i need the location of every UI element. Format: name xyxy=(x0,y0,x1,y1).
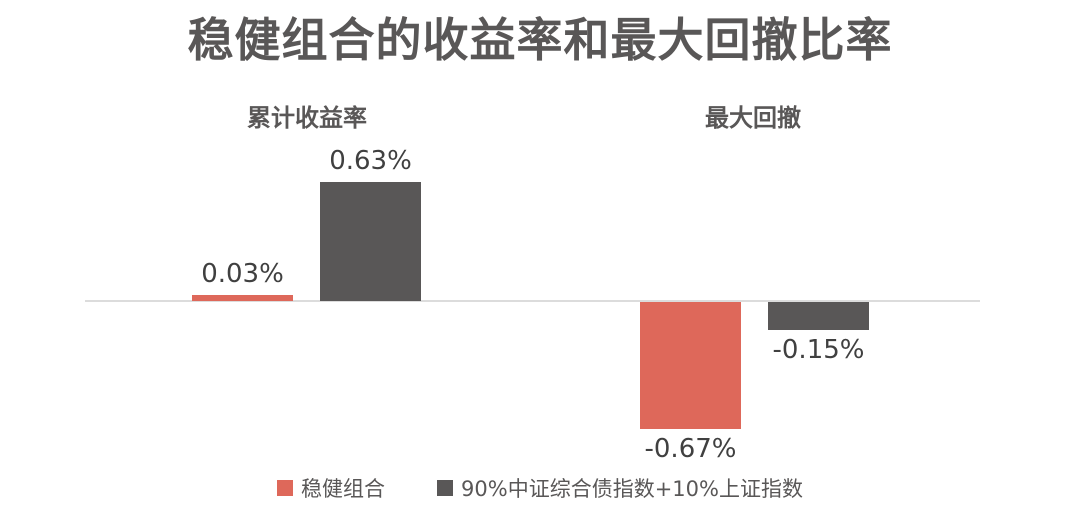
data-label-steady-max-drawdown: -0.67% xyxy=(644,433,737,464)
bar-steady-portfolio-max-drawdown xyxy=(640,302,741,429)
category-label-max-drawdown: 最大回撤 xyxy=(705,104,801,132)
legend-label-benchmark-index: 90%中证综合债指数+10%上证指数 xyxy=(461,477,803,501)
bar-benchmark-index-cumulative-return xyxy=(320,181,421,301)
legend-item-steady-portfolio: 稳健组合 xyxy=(277,473,385,503)
data-label-benchmark-max-drawdown: -0.15% xyxy=(772,335,865,366)
legend-label-steady-portfolio: 稳健组合 xyxy=(301,477,386,501)
bar-benchmark-index-max-drawdown xyxy=(768,302,869,331)
category-label-cumulative-return: 累计收益率 xyxy=(247,104,367,132)
x-axis-line xyxy=(85,300,980,302)
chart-title: 稳健组合的收益率和最大回撤比率 xyxy=(187,13,893,67)
bar-steady-portfolio-cumulative-return xyxy=(192,295,293,301)
legend-item-benchmark-index: 90%中证综合债指数+10%上证指数 xyxy=(437,473,803,503)
legend-swatch-dark-icon xyxy=(437,480,454,496)
data-label-benchmark-cumulative-return: 0.63% xyxy=(329,145,412,176)
data-label-steady-cumulative-return: 0.03% xyxy=(201,259,284,290)
legend-swatch-red-icon xyxy=(277,480,294,496)
legend: 稳健组合 90%中证综合债指数+10%上证指数 xyxy=(0,472,1080,504)
